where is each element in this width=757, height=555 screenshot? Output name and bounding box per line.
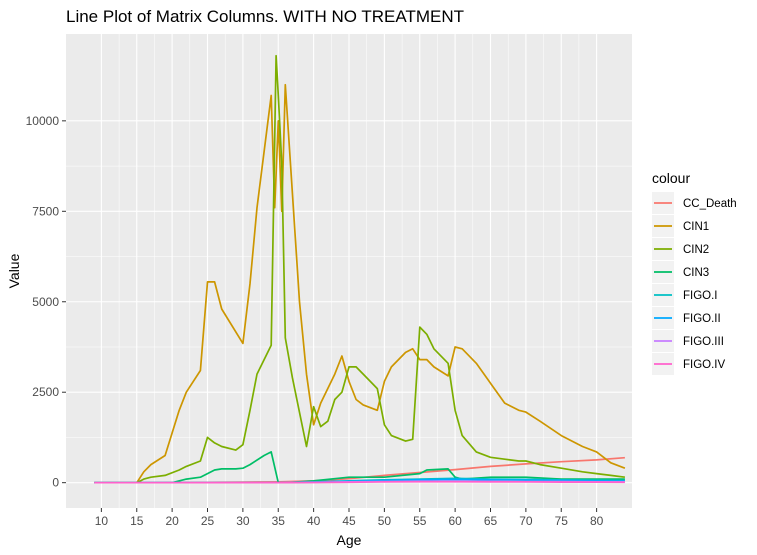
x-tick-label: 50 (378, 514, 392, 528)
x-tick-label: 15 (130, 514, 144, 528)
legend-label-cin3: CIN3 (683, 267, 709, 279)
legend-title: colour (652, 170, 690, 186)
y-tick-label: 2500 (32, 385, 59, 399)
x-tick-label: 20 (165, 514, 179, 528)
x-tick-label: 70 (519, 514, 533, 528)
legend-label-figo-iv: FIGO.IV (683, 359, 726, 371)
legend-label-cin2: CIN2 (683, 244, 709, 256)
y-tick-label: 7500 (32, 204, 59, 218)
x-tick-label: 65 (484, 514, 498, 528)
legend-label-cc-death: CC_Death (683, 198, 737, 210)
y-axis-title: Value (6, 253, 22, 288)
x-tick-label: 80 (590, 514, 604, 528)
x-tick-label: 10 (95, 514, 109, 528)
x-tick-label: 75 (555, 514, 569, 528)
legend-label-figo-i: FIGO.I (683, 290, 718, 302)
y-tick-label: 5000 (32, 295, 59, 309)
x-tick-label: 60 (448, 514, 462, 528)
x-axis-title: Age (337, 532, 362, 548)
legend: colour CC_Death CIN1 CIN2 CIN3 FIGO.I FIGO.II… (652, 170, 737, 375)
x-tick-label: 40 (307, 514, 321, 528)
x-tick-label: 25 (201, 514, 215, 528)
x-tick-label: 30 (236, 514, 250, 528)
legend-label-figo-ii: FIGO.II (683, 313, 721, 325)
y-tick-label: 0 (52, 476, 59, 490)
x-tick-label: 35 (272, 514, 286, 528)
chart-title: Line Plot of Matrix Columns. WITH NO TRE… (66, 7, 464, 26)
y-axis-ticks: 0 2500 5000 7500 10000 (26, 114, 66, 490)
legend-label-figo-iii: FIGO.III (683, 336, 724, 348)
x-tick-label: 55 (413, 514, 427, 528)
y-tick-label: 10000 (26, 114, 60, 128)
legend-label-cin1: CIN1 (683, 221, 709, 233)
x-tick-label: 45 (342, 514, 356, 528)
series-line-figo-iv (94, 482, 625, 483)
x-axis-ticks: 10 15 20 25 30 35 40 45 50 55 60 65 70 75 80 (95, 508, 604, 528)
